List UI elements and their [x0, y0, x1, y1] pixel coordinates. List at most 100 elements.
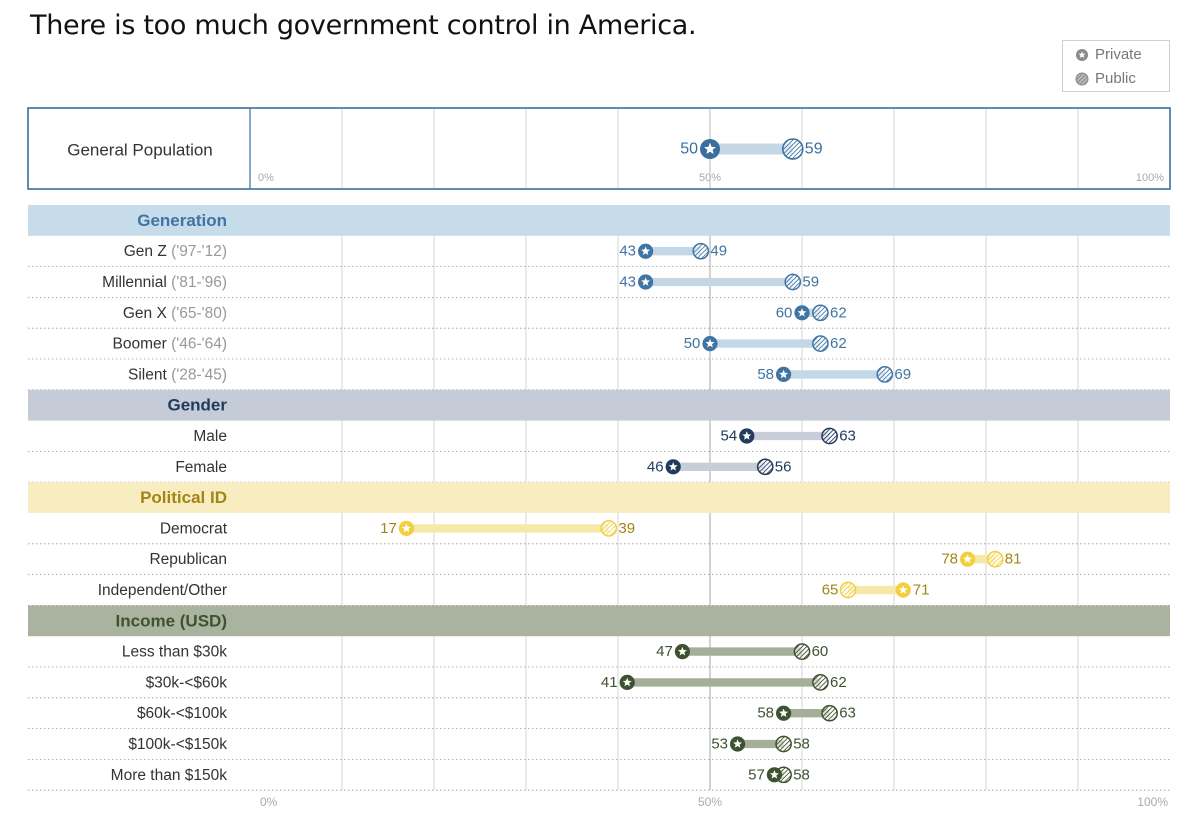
- row-0-4-public-dot: [876, 366, 894, 383]
- row-3-4-private-value: 57: [748, 766, 765, 783]
- row-label-main: Male: [193, 428, 227, 445]
- public-hatch-icon: [1075, 72, 1089, 85]
- row-0-4-private-value: 58: [757, 366, 774, 383]
- row-3-0-public-dot: [793, 643, 811, 660]
- row-1-1-private-dot: [665, 459, 681, 475]
- general-population-public-dot: [782, 138, 804, 160]
- row-label-main: Gen Z: [124, 243, 167, 260]
- row-label-sub: ('97-'12): [167, 243, 227, 260]
- row-label: Less than $30k: [122, 643, 227, 660]
- row-1-0-private-dot: [739, 428, 755, 444]
- row-0-2-private-value: 60: [776, 304, 793, 321]
- row-label-main: Republican: [149, 551, 227, 568]
- row-label-main: $100k-<$150k: [128, 736, 227, 753]
- row-2-1-public-dot: [986, 550, 1004, 568]
- row-label: Silent ('28-'45): [128, 366, 227, 383]
- row-3-2-public-dot: [821, 704, 838, 722]
- row-label-sub: ('65-'80): [167, 304, 227, 321]
- row-label-main: Silent: [128, 366, 167, 383]
- row-label-sub: ('46-'64): [167, 335, 227, 352]
- row-2-0-private-dot: [398, 520, 414, 537]
- row-label: $100k-<$150k: [128, 736, 227, 753]
- chart-title: There is too much government control in …: [30, 10, 697, 41]
- row-0-3-private-value: 50: [684, 335, 701, 352]
- row-label: Boomer ('46-'64): [113, 335, 227, 352]
- row-0-0-private-value: 43: [619, 243, 636, 260]
- row-1-0-public-dot: [821, 427, 838, 445]
- row-2-0-public-value: 39: [618, 520, 635, 537]
- row-label-sub: ('28-'45): [167, 366, 227, 383]
- tick-label-0: 0%: [258, 172, 274, 184]
- row-0-1-public-dot: [784, 273, 802, 291]
- row-2-2-public-value: 65: [822, 582, 839, 599]
- general-population-private-value: 50: [680, 141, 698, 158]
- row-2-1-private-dot: [960, 551, 976, 567]
- group-band-1: [28, 389, 1170, 421]
- row-0-2-private-dot: [794, 305, 810, 321]
- row-2-2-public-dot: [839, 581, 857, 599]
- row-1-1-public-value: 56: [775, 458, 792, 475]
- row-label: Male: [193, 428, 227, 445]
- row-3-2-private-dot: [776, 705, 792, 721]
- row-3-3-private-value: 53: [711, 736, 728, 753]
- row-label-main: Independent/Other: [98, 582, 227, 599]
- row-label-main: Millennial: [102, 274, 167, 291]
- private-star-icon: [1076, 48, 1088, 61]
- group-header-2: Political ID: [140, 488, 227, 507]
- group-band-3: [28, 605, 1170, 637]
- row-2-2-private-dot: [895, 582, 911, 598]
- row-0-0-public-dot: [692, 242, 710, 260]
- row-3-1-public-dot: [812, 674, 829, 691]
- legend-private: Private: [1075, 46, 1142, 63]
- row-3-1-private-dot: [619, 674, 635, 691]
- row-label-main: More than $150k: [111, 766, 228, 783]
- row-label-main: Less than $30k: [122, 643, 227, 660]
- row-3-3-public-dot: [775, 735, 792, 753]
- row-3-0-public-value: 60: [812, 643, 829, 660]
- row-0-1-public-value: 59: [802, 274, 819, 291]
- row-label: Republican: [149, 551, 227, 568]
- row-2-1-private-value: 78: [941, 551, 958, 568]
- row-label-main: $60k-<$100k: [137, 705, 227, 722]
- row-1-0-private-value: 54: [721, 428, 738, 445]
- bottom-tick-50: 50%: [698, 795, 722, 809]
- row-label: $60k-<$100k: [137, 705, 227, 722]
- row-label: $30k-<$60k: [146, 674, 228, 691]
- bottom-tick-0: 0%: [260, 795, 278, 809]
- row-0-2-public-value: 62: [830, 304, 847, 321]
- row-2-2-private-value: 71: [913, 582, 930, 599]
- row-0-3-private-dot: [702, 336, 718, 352]
- legend-public: Public: [1075, 70, 1136, 87]
- group-header-3: Income (USD): [116, 611, 227, 630]
- row-label: More than $150k: [111, 766, 228, 783]
- row-label-main: Democrat: [160, 520, 228, 537]
- row-0-4-public-value: 69: [894, 366, 911, 383]
- general-population-private-dot: [700, 139, 720, 159]
- row-label-main: $30k-<$60k: [146, 674, 228, 691]
- row-0-0-public-value: 49: [710, 243, 727, 260]
- row-3-4-private-dot: [766, 767, 783, 783]
- general-population-panel: [27, 107, 1171, 190]
- row-3-0-private-dot: [674, 644, 691, 660]
- row-0-0-private-dot: [638, 243, 654, 259]
- group-header-0: Generation: [137, 211, 227, 230]
- row-0-1-private-value: 43: [619, 274, 636, 291]
- group-band-2: [28, 482, 1170, 513]
- row-3-3-private-dot: [730, 736, 746, 752]
- general-population-frame: [27, 107, 1171, 190]
- group-header-1: Gender: [167, 396, 227, 415]
- row-label-sub: ('81-'96): [167, 274, 227, 291]
- row-2-0-public-dot: [600, 520, 618, 537]
- row-3-1-private-value: 41: [601, 674, 618, 691]
- row-0-2-public-dot: [812, 304, 829, 322]
- row-label: Independent/Other: [98, 582, 227, 599]
- row-2-1-public-value: 81: [1005, 551, 1022, 568]
- row-3-2-public-value: 63: [839, 705, 856, 722]
- row-1-1-private-value: 46: [647, 458, 664, 475]
- row-3-1-public-value: 62: [830, 674, 847, 691]
- row-1-1-public-dot: [756, 458, 774, 476]
- row-0-4-private-dot: [776, 366, 792, 382]
- tick-label-100: 100%: [1136, 172, 1164, 184]
- general-population-public-value: 59: [805, 141, 823, 158]
